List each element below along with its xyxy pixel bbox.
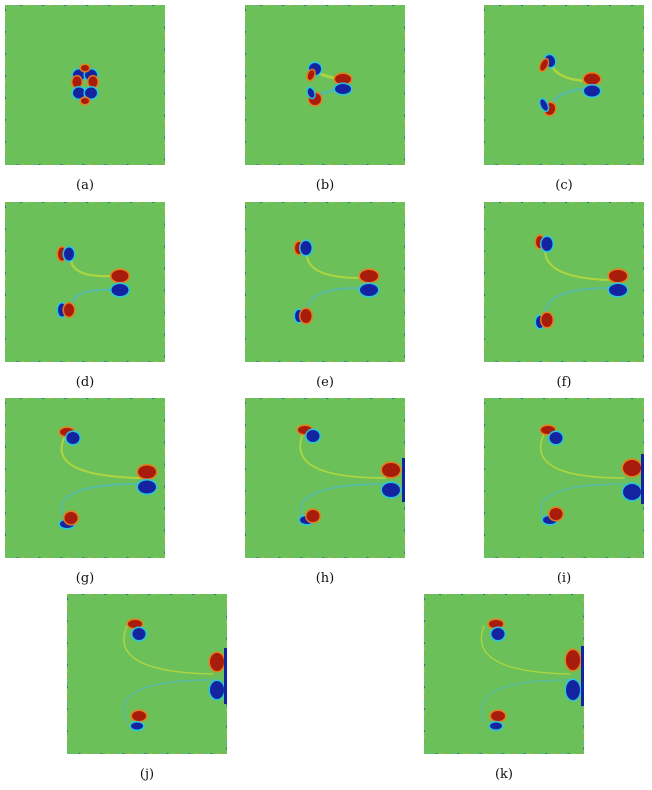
vorticity-field-f [484, 202, 644, 362]
dipole-neg [607, 282, 629, 298]
dipole-neg [208, 679, 226, 701]
field-background [245, 202, 405, 362]
vorticity-field-a [5, 5, 165, 165]
vortex-lower-pos [130, 709, 148, 723]
vorticity-field-c [484, 5, 644, 165]
boundary-artifacts [5, 202, 165, 362]
vorticity-panel-j [67, 594, 227, 754]
vorticity-field-k [424, 594, 584, 754]
boundary-artifacts [245, 202, 405, 362]
dipole-pos [607, 268, 629, 284]
dipole-pos [380, 461, 402, 479]
panel-label-f: (f) [556, 375, 572, 390]
dipole-pos [564, 648, 582, 672]
panel-label-d: (d) [75, 375, 95, 390]
vortex-upper-neg [489, 626, 507, 642]
field-background [5, 5, 165, 165]
boundary-artifacts [245, 5, 405, 165]
vorticity-panel-i [484, 398, 644, 558]
vorticity-field-h [245, 398, 405, 558]
dipole-pos [582, 71, 602, 87]
vorticity-panel-a [5, 5, 165, 165]
vortex-lower-pos [62, 510, 80, 526]
vortex-upper-neg [539, 235, 555, 253]
vortex-lower-neg [129, 720, 145, 732]
vortex-lower-neg [538, 97, 550, 113]
vortex-upper-neg [298, 239, 314, 257]
vorticity-field-d [5, 202, 165, 362]
vortex-upper-neg [62, 245, 76, 263]
vorticity-panel-k [424, 594, 584, 754]
vortex-lower-pos [298, 307, 314, 325]
wall-layer [224, 648, 227, 704]
dipole-pos [109, 268, 131, 284]
vortex-lower-pos [62, 301, 76, 319]
dipole-pos [333, 72, 353, 86]
wall-layer [641, 454, 644, 504]
vorticity-field-b [245, 5, 405, 165]
panel-label-h: (h) [315, 571, 335, 586]
vorticity-field-e [245, 202, 405, 362]
field-background [245, 5, 405, 165]
vortex-upper-pos [306, 68, 316, 82]
dipole-neg [333, 82, 353, 96]
vortex-lower-pos [539, 311, 555, 329]
vorticity-panel-g [5, 398, 165, 558]
vorticity-field-g [5, 398, 165, 558]
vortex-lower-neg [306, 86, 316, 100]
vorticity-panel-c [484, 5, 644, 165]
dipole-pos [208, 651, 226, 673]
vortex-upper-neg [547, 430, 565, 446]
field-background [484, 5, 644, 165]
boundary-artifacts [484, 5, 644, 165]
dipole-neg [109, 282, 131, 298]
vorticity-panel-f [484, 202, 644, 362]
panel-label-b: (b) [315, 178, 335, 193]
vorticity-field-i [484, 398, 644, 558]
vortex-upper-neg [304, 428, 322, 444]
dipole-neg [621, 482, 643, 502]
vortex-lower-pos [489, 709, 507, 723]
panel-label-c: (c) [555, 178, 573, 193]
dipole-pos [358, 268, 380, 284]
dipole-neg [582, 83, 602, 99]
panel-label-k: (k) [494, 767, 514, 782]
panel-label-i: (i) [556, 571, 572, 586]
vortex-lower-pos [304, 508, 322, 524]
boundary-artifacts [5, 5, 165, 165]
vorticity-field-j [67, 594, 227, 754]
vorticity-panel-h [245, 398, 405, 558]
vortex-lower-neg [488, 720, 504, 732]
vortex-mid-left-pos [70, 74, 84, 90]
panel-label-g: (g) [75, 571, 95, 586]
vorticity-panel-b [245, 5, 405, 165]
dipole-pos [136, 463, 158, 481]
dipole-neg [136, 478, 158, 496]
dipole-neg [564, 678, 582, 702]
vorticity-panel-e [245, 202, 405, 362]
vortex-mid-right-pos [86, 74, 100, 90]
vortex-bottom-pos [79, 96, 91, 106]
vorticity-panel-d [5, 202, 165, 362]
vortex-top-pos [79, 63, 91, 73]
vortex-bottom-right-neg [83, 85, 99, 101]
vortex-lower-pos [547, 506, 565, 522]
vortex-upper-neg [130, 626, 148, 642]
panel-label-j: (j) [139, 767, 155, 782]
dipole-neg [380, 481, 402, 499]
vortex-bottom-left-neg [71, 85, 87, 101]
dipole-neg [358, 282, 380, 298]
wall-layer [581, 646, 584, 706]
vortex-upper-neg [64, 430, 82, 446]
boundary-artifacts [5, 398, 165, 558]
wall-layer [402, 458, 405, 502]
panel-label-e: (e) [316, 375, 334, 390]
dipole-pos [621, 458, 643, 478]
boundary-artifacts [484, 202, 644, 362]
field-background [5, 202, 165, 362]
panel-label-a: (a) [76, 178, 94, 193]
vortex-upper-pos [538, 57, 550, 73]
